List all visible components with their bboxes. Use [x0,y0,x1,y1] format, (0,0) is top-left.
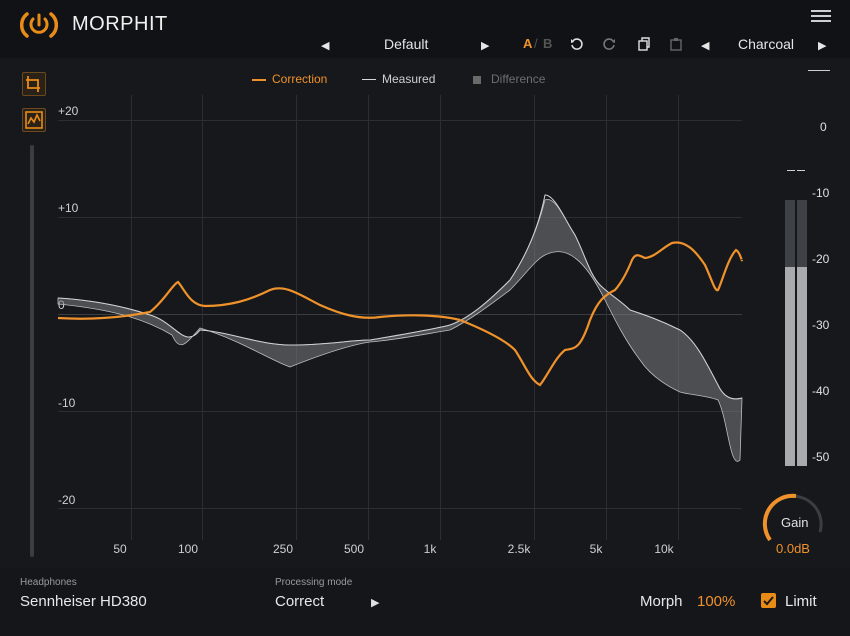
legend-correction-swatch [252,78,266,81]
processing-mode-label: Processing mode [275,577,353,588]
preset-bar: ◀ Default ▶ A / B ◀ Charcoal ▶ [0,32,850,58]
grid-line [296,95,297,540]
legend-correction-label: Correction [272,72,328,86]
legend-measured-swatch [362,79,376,81]
output-slider[interactable] [30,145,34,557]
preset-prev-button[interactable]: ◀ [321,40,330,52]
x-axis-label: 2.5k [507,542,531,556]
meter-label: -40 [812,384,830,398]
analyzer-icon [25,111,43,129]
y-axis-label: +10 [58,201,79,215]
gain-knob[interactable] [758,488,830,550]
meter-label: 0 [820,120,827,134]
processing-mode-arrow-icon[interactable]: ▶ [371,597,380,609]
meter-label: -30 [812,318,830,332]
ab-a-button[interactable]: A [523,36,533,51]
crop-tool-button[interactable] [22,72,46,96]
grid-line [58,120,742,121]
x-axis-label: 100 [177,542,199,556]
grid-line [440,95,441,540]
grid-line [58,508,742,509]
meter-left-channel [785,200,795,466]
analyzer-tool-button[interactable] [22,108,46,132]
x-axis-label: 10k [654,542,674,556]
meter-tick [808,70,830,71]
theme-prev-button[interactable]: ◀ [701,40,710,52]
crop-icon [26,76,40,92]
y-axis-label: -20 [58,493,76,507]
morph-label: Morph [640,593,683,610]
legend-correction[interactable]: Correction [252,72,327,86]
legend-difference[interactable]: Difference [473,72,545,86]
meter-right-channel [797,200,807,466]
grid-line [131,95,132,540]
x-axis-label: 50 [113,542,127,556]
meter-left-fill [785,266,795,466]
grid-line-zero [58,314,742,315]
grid-line [368,95,369,540]
paste-icon[interactable] [669,37,683,51]
preset-name[interactable]: Default [384,36,429,52]
bottom-bar [0,568,850,636]
x-axis-label: 1k [423,542,437,556]
grid-line [606,95,607,540]
gain-label: Gain [781,515,809,530]
preset-next-button[interactable]: ▶ [481,40,490,52]
meter-label: -20 [812,252,830,266]
morph-value[interactable]: 100% [697,593,736,610]
grid-line [678,95,679,540]
meter-peak-indicator [797,170,805,171]
meter-peak-indicator [787,170,795,171]
y-axis-label: 0 [58,298,65,312]
gain-value[interactable]: 0.0dB [776,541,810,556]
x-axis-label: 250 [272,542,294,556]
headphones-select[interactable]: Sennheiser HD380 [20,593,147,610]
power-logo-icon [20,12,58,38]
menu-icon[interactable] [811,10,831,24]
y-axis-label: +20 [58,104,79,118]
processing-mode-select[interactable]: Correct [275,593,325,610]
check-icon [763,596,774,606]
x-axis-label: 500 [343,542,365,556]
ab-separator: / [534,36,538,51]
grid-line [58,411,742,412]
meter-right-fill [797,266,807,466]
meter-label: -50 [812,450,830,464]
headphones-label: Headphones [20,577,77,588]
y-axis-label: -10 [58,396,76,410]
grid-line [202,95,203,540]
legend-difference-swatch [473,75,481,84]
undo-icon[interactable] [570,37,584,51]
limit-label: Limit [785,593,817,610]
theme-next-button[interactable]: ▶ [818,40,827,52]
app-title: MORPHIT [72,13,168,35]
legend-difference-label: Difference [491,72,546,86]
legend-measured-label: Measured [382,72,436,86]
copy-icon[interactable] [637,37,651,51]
preset-bar-background [300,36,850,58]
x-axis-label: 5k [589,542,603,556]
grid-line [58,217,742,218]
legend-measured[interactable]: Measured [362,72,435,86]
ab-b-button[interactable]: B [543,36,553,51]
graph-area [0,58,850,568]
redo-icon[interactable] [602,37,616,51]
limit-checkbox[interactable] [761,593,776,608]
theme-name[interactable]: Charcoal [738,36,795,52]
grid-line [534,95,535,540]
meter-label: -10 [812,186,830,200]
